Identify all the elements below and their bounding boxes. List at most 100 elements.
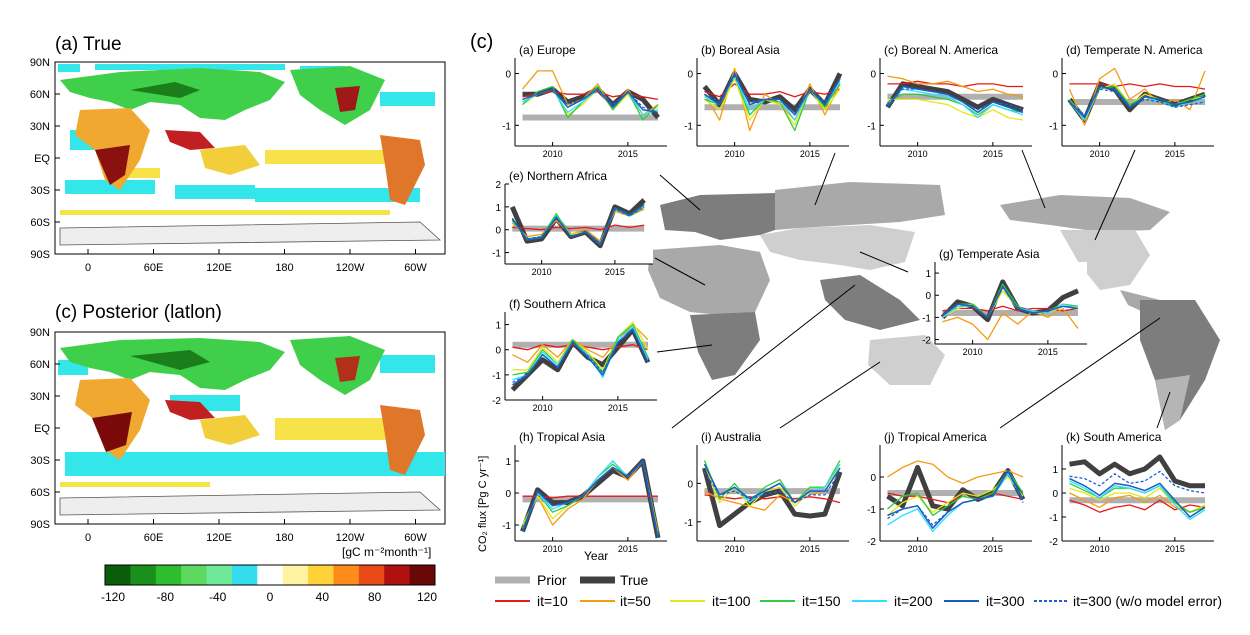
map-lon-label: 120W <box>336 532 365 544</box>
panel-y-tick-label: 1 <box>1052 465 1058 476</box>
panel-y-tick-label: -1 <box>492 371 501 382</box>
series-line-it-10 <box>887 80 1023 88</box>
map-lon-label: 60E <box>144 532 164 544</box>
colorbar-segment <box>384 565 411 585</box>
colorbar: -120 -80 -40 0 40 80 120 <box>101 564 437 604</box>
panel-title: (b) Boreal Asia <box>701 43 780 57</box>
series-line-it-300-w-o-model-error- <box>1069 88 1206 116</box>
panel-c-xlabel: Year <box>584 549 608 563</box>
panel-title: (j) Tropical America <box>884 430 987 444</box>
ocean-flux-patch <box>120 168 160 178</box>
series-line-it-300 <box>1069 477 1206 518</box>
panel-x-tick-label: 2010 <box>725 544 745 554</box>
map-lat-label: 30S <box>30 455 50 467</box>
ocean-flux-patch <box>65 180 155 194</box>
panel-y-tick-label: 0 <box>687 70 693 81</box>
panel-8: 0 -1 2010 2015 (i) Australia <box>684 430 849 554</box>
panel-y-tick-label: -2 <box>922 336 931 347</box>
map-lon-label: 60E <box>144 262 164 274</box>
connector-boreal-asia <box>814 152 836 206</box>
map-lat-label: 90S <box>30 519 50 531</box>
connector-temperate-asia <box>859 251 909 273</box>
series-line-true <box>702 467 843 529</box>
ocean-flux-patch <box>380 355 435 373</box>
land-se-asia <box>165 400 215 420</box>
colorbar-tick-label: 120 <box>417 590 437 604</box>
panel-x-tick-label: 2010 <box>543 149 563 159</box>
ocean-flux-patch <box>265 150 415 164</box>
connector-temperate-na <box>1094 149 1136 241</box>
land-south-america <box>380 405 425 475</box>
colorbar-tick-label: -40 <box>209 590 227 604</box>
panel-y-tick-label: -1 <box>492 249 501 260</box>
series-line-it-300 <box>522 88 659 114</box>
panel-c-ylabel: CO₂ flux [Pg C yr⁻¹] <box>477 456 489 552</box>
land-australia <box>200 415 260 445</box>
panel-x-tick-label: 2015 <box>800 544 820 554</box>
panel-y-tick-label: -2 <box>492 396 501 407</box>
panel-bg <box>505 184 653 264</box>
series-line-it-100 <box>887 98 1024 121</box>
colorbar-segment <box>130 565 157 585</box>
panel-7: 1 0 -1 2010 2015 (h) Tropical Asia <box>502 430 667 554</box>
series-line-it-50 <box>521 460 659 532</box>
colorbar-segment <box>181 565 208 585</box>
panel-y-tick-label: -1 <box>867 505 876 516</box>
map-lat-label: 60S <box>30 487 50 499</box>
panel-y-tick-label: 1 <box>505 457 511 468</box>
map-lat-label: EQ <box>34 153 50 165</box>
ocean-flux-patch <box>60 482 210 487</box>
colorbar-tick-label: -120 <box>101 590 125 604</box>
panel-10: 1 0 -1 -2 2010 2015 (k) South America <box>1049 430 1214 554</box>
land-south-america <box>380 135 425 205</box>
panel-x-tick-label: 2015 <box>618 149 638 159</box>
colorbar-tick-label: 0 <box>267 590 274 604</box>
map-axes: 90N 60N 30N EQ 30S 60S 90S 0 60E 120E 180 120W 60W 90… <box>30 57 428 544</box>
map-lon-label: 60W <box>404 532 427 544</box>
colorbar-segment <box>282 565 309 585</box>
map-lat-label: 30S <box>30 185 50 197</box>
ocean-flux-patch <box>60 210 390 215</box>
panel-y-tick-label: -1 <box>1049 121 1058 132</box>
map-lat-label: 90S <box>30 249 50 261</box>
ocean-flux-patch <box>275 418 390 440</box>
land-eurasia-sink <box>130 350 210 370</box>
colorbar-segment <box>105 565 131 585</box>
panel-x-tick-label: 2010 <box>725 149 745 159</box>
series-line-it-10 <box>704 494 841 504</box>
legend-it200-label: it=200 <box>894 593 933 609</box>
map-lat-label: 30N <box>30 121 50 133</box>
map-lat-label: 60N <box>30 89 50 101</box>
series-line-it-10 <box>512 224 645 231</box>
connector-europe <box>659 174 701 211</box>
map-lon-label: 120E <box>206 262 232 274</box>
panel-title: (e) Northern Africa <box>509 169 607 183</box>
connector-lines <box>654 149 1171 429</box>
panel-title: (a) Europe <box>519 43 576 57</box>
connector-australia <box>779 361 881 429</box>
map-lat-label: 60N <box>30 359 50 371</box>
land-australia <box>200 145 260 175</box>
panel-y-tick-label: 2 <box>495 180 501 191</box>
panel-bg <box>515 58 667 146</box>
colorbar-segment <box>409 565 436 585</box>
panel-y-tick-label: -1 <box>1049 513 1058 524</box>
series-line-it-300 <box>511 203 645 246</box>
land-antarctica <box>59 491 442 516</box>
colorbar-tick-label: 80 <box>368 590 382 604</box>
series-line-it-50 <box>887 460 1024 485</box>
panel-x-tick-label: 2010 <box>532 267 552 277</box>
region-northern-africa <box>648 245 770 315</box>
panel-9: 0 -1 -2 2010 2015 (j) Tropical America <box>867 430 1032 554</box>
series-line-it-100 <box>512 321 649 371</box>
panel-y-tick-label: -1 <box>502 521 511 532</box>
region-map <box>648 182 1220 430</box>
colorbar-segment <box>206 565 233 585</box>
map-lon-label: 120E <box>206 532 232 544</box>
panel-0: 0 -1 2010 2015 (a) Europe <box>502 43 667 159</box>
connector-tropical-america <box>999 317 1161 429</box>
map-lat-label: 90N <box>30 57 50 69</box>
map-lon-label: 0 <box>85 532 91 544</box>
legend-it300-nomodel-label: it=300 (w/o model error) <box>1073 593 1222 609</box>
ocean-flux-patch <box>380 92 435 106</box>
